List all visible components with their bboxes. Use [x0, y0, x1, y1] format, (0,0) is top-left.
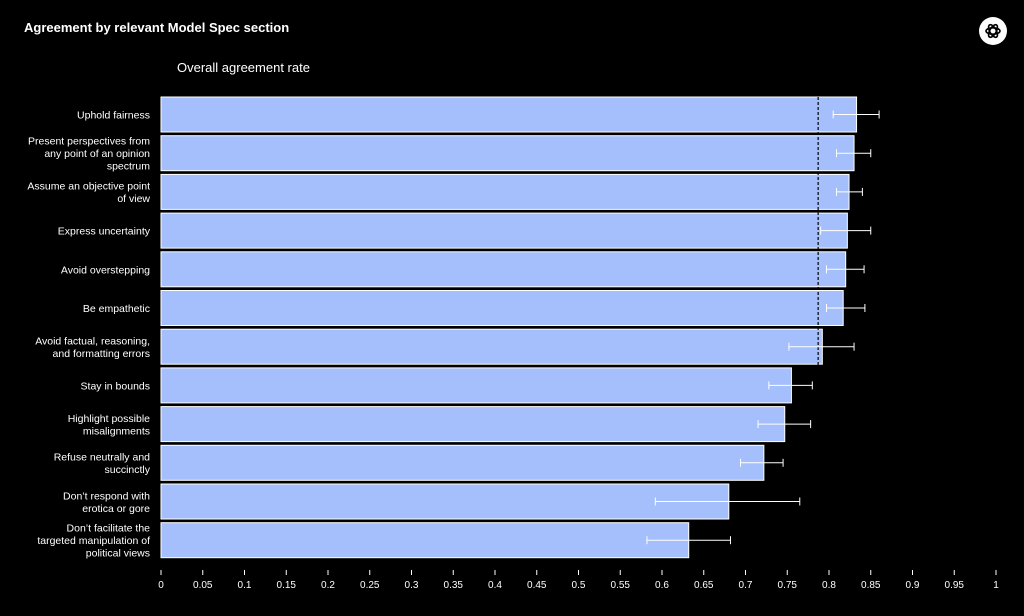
- error-bar: [820, 226, 872, 235]
- x-tick-label: 0.35: [444, 580, 464, 591]
- category-label: Avoid overstepping: [61, 264, 150, 276]
- error-bar: [757, 420, 812, 429]
- x-tick-label: 0.05: [193, 580, 213, 591]
- x-tick-label: 0.15: [277, 580, 297, 591]
- bar: [160, 96, 858, 133]
- x-tick-label: 0.95: [945, 580, 965, 591]
- x-tick-label: 0.85: [861, 580, 881, 591]
- error-bar: [825, 304, 866, 312]
- error-bar: [825, 265, 865, 274]
- category-label: Uphold fairness: [77, 110, 150, 122]
- error-bar: [646, 536, 731, 545]
- bar: [160, 367, 792, 404]
- category-label: Avoid factual, reasoning, and formatting …: [35, 335, 150, 360]
- x-tick-label: 0.2: [321, 580, 335, 591]
- x-tick-label: 0.9: [906, 580, 920, 591]
- chart-subtitle: Overall agreement rate: [177, 60, 310, 75]
- x-tick-label: 0.65: [694, 580, 714, 591]
- error-bar: [836, 149, 872, 158]
- bar: [160, 406, 786, 443]
- bar: [160, 483, 730, 520]
- x-tick-label: 0.3: [405, 580, 419, 591]
- x-tick-label: 0.6: [655, 580, 669, 591]
- category-label: Stay in bounds: [81, 380, 150, 392]
- bar: [160, 522, 690, 559]
- error-bar: [836, 187, 863, 196]
- x-tick-label: 0.7: [739, 580, 753, 591]
- bar: [160, 290, 844, 326]
- chart-title: Agreement by relevant Model Spec section: [24, 20, 290, 35]
- x-tick-label: 0.4: [488, 580, 502, 591]
- category-label: Express uncertainty: [58, 226, 151, 238]
- error-bar: [788, 342, 855, 351]
- error-bar: [768, 381, 813, 390]
- bar: [160, 251, 847, 288]
- bar: [160, 135, 855, 172]
- x-tick-label: 1: [993, 580, 999, 591]
- category-label: Present perspectives from any point of an…: [28, 136, 150, 173]
- x-tick-label: 0: [158, 580, 164, 591]
- bar: [160, 328, 823, 365]
- x-tick-label: 0.1: [238, 580, 252, 591]
- openai-logo-icon: [979, 17, 1007, 45]
- x-tick-label: 0.75: [778, 580, 798, 591]
- x-tick-label: 0.25: [360, 580, 380, 591]
- error-bar: [832, 110, 880, 119]
- category-label: Assume an objective point of view: [27, 181, 150, 206]
- x-tick-label: 0.45: [527, 580, 547, 591]
- category-label: Be empathetic: [83, 303, 150, 315]
- x-tick-label: 0.5: [572, 580, 586, 591]
- bar: [160, 212, 848, 249]
- bar: [160, 173, 850, 210]
- category-label: Highlight possible misalignments: [68, 413, 150, 438]
- x-tick-label: 0.55: [611, 580, 631, 591]
- x-tick-label: 0.8: [822, 580, 836, 591]
- category-label: Refuse neutrally and succinctly: [54, 452, 151, 477]
- category-label: Don’t facilitate the targeted manipulatio…: [37, 523, 150, 560]
- bar: [160, 444, 765, 481]
- category-label: Don’t respond with erotica or gore: [63, 490, 150, 515]
- error-bar: [739, 458, 784, 467]
- error-bar: [654, 497, 801, 506]
